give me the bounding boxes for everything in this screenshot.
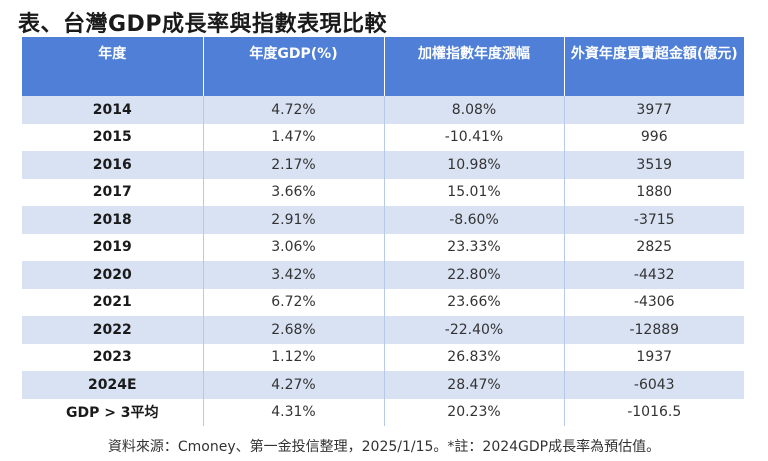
table-header-row: 年度 年度GDP(%) 加權指數年度漲幅 外資年度買賣超金額(億元)	[22, 37, 744, 96]
cell-foreign-net: -4306	[564, 288, 744, 316]
cell-gdp: 3.66%	[203, 178, 385, 206]
cell-foreign-net: 3519	[564, 151, 744, 179]
table-row: 2017 3.66% 15.01% 1880	[22, 178, 744, 206]
cell-foreign-net: 1880	[564, 178, 744, 206]
cell-year: 2014	[22, 96, 204, 124]
cell-foreign-net: 1937	[564, 343, 744, 371]
header-year: 年度	[22, 37, 204, 96]
cell-index-change: 23.66%	[384, 288, 565, 316]
cell-gdp: 4.72%	[203, 96, 385, 124]
page-title: 表、台灣GDP成長率與指數表現比較	[18, 12, 387, 37]
cell-gdp: 4.27%	[203, 371, 385, 399]
cell-foreign-net: -3715	[564, 206, 744, 234]
cell-year: 2024E	[22, 371, 204, 399]
cell-index-change: 10.98%	[384, 151, 565, 179]
cell-index-change: 15.01%	[384, 178, 565, 206]
cell-year: 2020	[22, 261, 204, 289]
cell-index-change: -8.60%	[384, 206, 565, 234]
cell-foreign-net: -6043	[564, 371, 744, 399]
header-index-change: 加權指數年度漲幅	[384, 37, 565, 96]
cell-index-change: 23.33%	[384, 233, 565, 261]
cell-year: 2017	[22, 178, 204, 206]
cell-foreign-net: 3977	[564, 96, 744, 124]
cell-gdp: 1.12%	[203, 343, 385, 371]
cell-gdp: 3.42%	[203, 261, 385, 289]
table-row: GDP > 3平均 4.31% 20.23% -1016.5	[22, 398, 744, 426]
table-body: 2014 4.72% 8.08% 3977 2015 1.47% -10.41% 996 201…	[22, 96, 744, 426]
cell-index-change: 28.47%	[384, 371, 565, 399]
cell-foreign-net: -12889	[564, 316, 744, 344]
comparison-table: 年度 年度GDP(%) 加權指數年度漲幅 外資年度買賣超金額(億元) 2014 4…	[22, 37, 744, 426]
cell-gdp: 4.31%	[203, 398, 385, 426]
table-row: 2022 2.68% -22.40% -12889	[22, 316, 744, 344]
cell-index-change: 26.83%	[384, 343, 565, 371]
cell-gdp: 6.72%	[203, 288, 385, 316]
cell-foreign-net: 996	[564, 123, 744, 151]
header-foreign-net: 外資年度買賣超金額(億元)	[564, 37, 744, 96]
cell-foreign-net: -4432	[564, 261, 744, 289]
cell-foreign-net: -1016.5	[564, 398, 744, 426]
footnote: 資料來源：Cmoney、第一金投信整理，2025/1/15。*註：2024GDP…	[107, 439, 661, 455]
cell-index-change: 22.80%	[384, 261, 565, 289]
table-row: 2018 2.91% -8.60% -3715	[22, 206, 744, 234]
cell-year: 2022	[22, 316, 204, 344]
table-row: 2023 1.12% 26.83% 1937	[22, 343, 744, 371]
cell-gdp: 3.06%	[203, 233, 385, 261]
cell-year: 2021	[22, 288, 204, 316]
cell-gdp: 2.68%	[203, 316, 385, 344]
cell-year: 2015	[22, 123, 204, 151]
table-row: 2021 6.72% 23.66% -4306	[22, 288, 744, 316]
table-row: 2019 3.06% 23.33% 2825	[22, 233, 744, 261]
table-row: 2015 1.47% -10.41% 996	[22, 123, 744, 151]
cell-foreign-net: 2825	[564, 233, 744, 261]
cell-gdp: 2.17%	[203, 151, 385, 179]
table-row: 2016 2.17% 10.98% 3519	[22, 151, 744, 179]
header-gdp: 年度GDP(%)	[203, 37, 385, 96]
cell-index-change: -10.41%	[384, 123, 565, 151]
table-row: 2020 3.42% 22.80% -4432	[22, 261, 744, 289]
cell-gdp: 2.91%	[203, 206, 385, 234]
cell-year: 2018	[22, 206, 204, 234]
table-row: 2024E 4.27% 28.47% -6043	[22, 371, 744, 399]
cell-index-change: 8.08%	[384, 96, 565, 124]
cell-index-change: -22.40%	[384, 316, 565, 344]
cell-year: 2019	[22, 233, 204, 261]
cell-year: 2023	[22, 343, 204, 371]
cell-year: GDP > 3平均	[22, 398, 204, 426]
cell-year: 2016	[22, 151, 204, 179]
table-row: 2014 4.72% 8.08% 3977	[22, 96, 744, 124]
cell-gdp: 1.47%	[203, 123, 385, 151]
cell-index-change: 20.23%	[384, 398, 565, 426]
